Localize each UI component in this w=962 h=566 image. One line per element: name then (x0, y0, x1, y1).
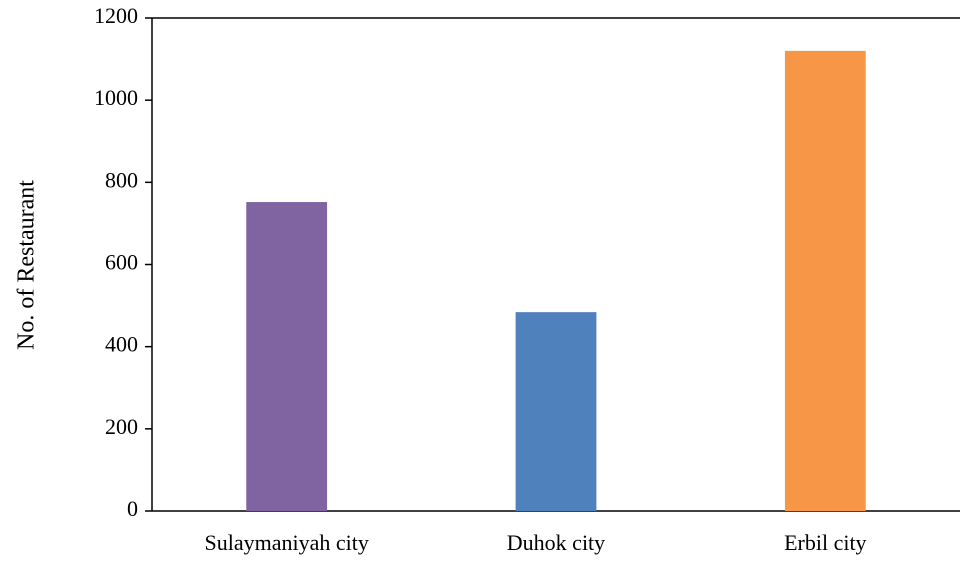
y-tick-label: 200 (105, 414, 138, 439)
x-tick-label: Erbil city (784, 530, 866, 555)
y-tick-label: 600 (105, 250, 138, 275)
y-tick-label: 0 (127, 496, 138, 521)
y-tick-label: 400 (105, 332, 138, 357)
y-tick-label: 1000 (94, 85, 138, 110)
bar (515, 312, 597, 511)
bar (784, 50, 866, 511)
y-axis-label: No. of Restaurant (14, 180, 40, 350)
x-tick-label: Sulaymaniyah city (204, 530, 368, 555)
y-tick-label: 800 (105, 167, 138, 192)
x-tick-label: Duhok city (507, 530, 605, 555)
y-tick-label: 1200 (94, 3, 138, 28)
bar (246, 202, 328, 511)
